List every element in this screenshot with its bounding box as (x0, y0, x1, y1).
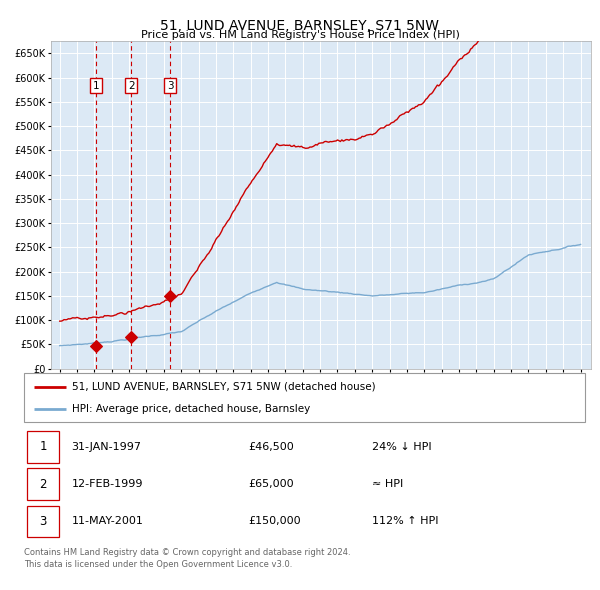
Text: £150,000: £150,000 (248, 516, 301, 526)
Text: 3: 3 (40, 514, 47, 528)
Text: 2: 2 (128, 80, 134, 90)
Bar (27, 468, 59, 500)
Text: 51, LUND AVENUE, BARNSLEY, S71 5NW (detached house): 51, LUND AVENUE, BARNSLEY, S71 5NW (deta… (71, 382, 376, 392)
Text: HPI: Average price, detached house, Barnsley: HPI: Average price, detached house, Barn… (71, 404, 310, 414)
Text: 12-FEB-1999: 12-FEB-1999 (71, 479, 143, 489)
Text: 24% ↓ HPI: 24% ↓ HPI (372, 442, 431, 452)
Text: 112% ↑ HPI: 112% ↑ HPI (372, 516, 439, 526)
Text: 51, LUND AVENUE, BARNSLEY, S71 5NW: 51, LUND AVENUE, BARNSLEY, S71 5NW (161, 19, 439, 33)
Text: 31-JAN-1997: 31-JAN-1997 (71, 442, 142, 452)
Text: 11-MAY-2001: 11-MAY-2001 (71, 516, 143, 526)
Bar (27, 506, 59, 537)
Text: Contains HM Land Registry data © Crown copyright and database right 2024.
This d: Contains HM Land Registry data © Crown c… (24, 548, 350, 569)
Text: 1: 1 (92, 80, 99, 90)
Text: £46,500: £46,500 (248, 442, 294, 452)
Text: ≈ HPI: ≈ HPI (372, 479, 403, 489)
Point (166, 291, 175, 301)
Text: 2: 2 (40, 477, 47, 491)
Text: 1: 1 (40, 440, 47, 454)
Point (127, 333, 136, 342)
Text: £65,000: £65,000 (248, 479, 294, 489)
Bar (27, 431, 59, 463)
Text: 3: 3 (167, 80, 173, 90)
Text: Price paid vs. HM Land Registry's House Price Index (HPI): Price paid vs. HM Land Registry's House … (140, 30, 460, 40)
FancyBboxPatch shape (24, 373, 585, 422)
Point (91, 342, 101, 351)
